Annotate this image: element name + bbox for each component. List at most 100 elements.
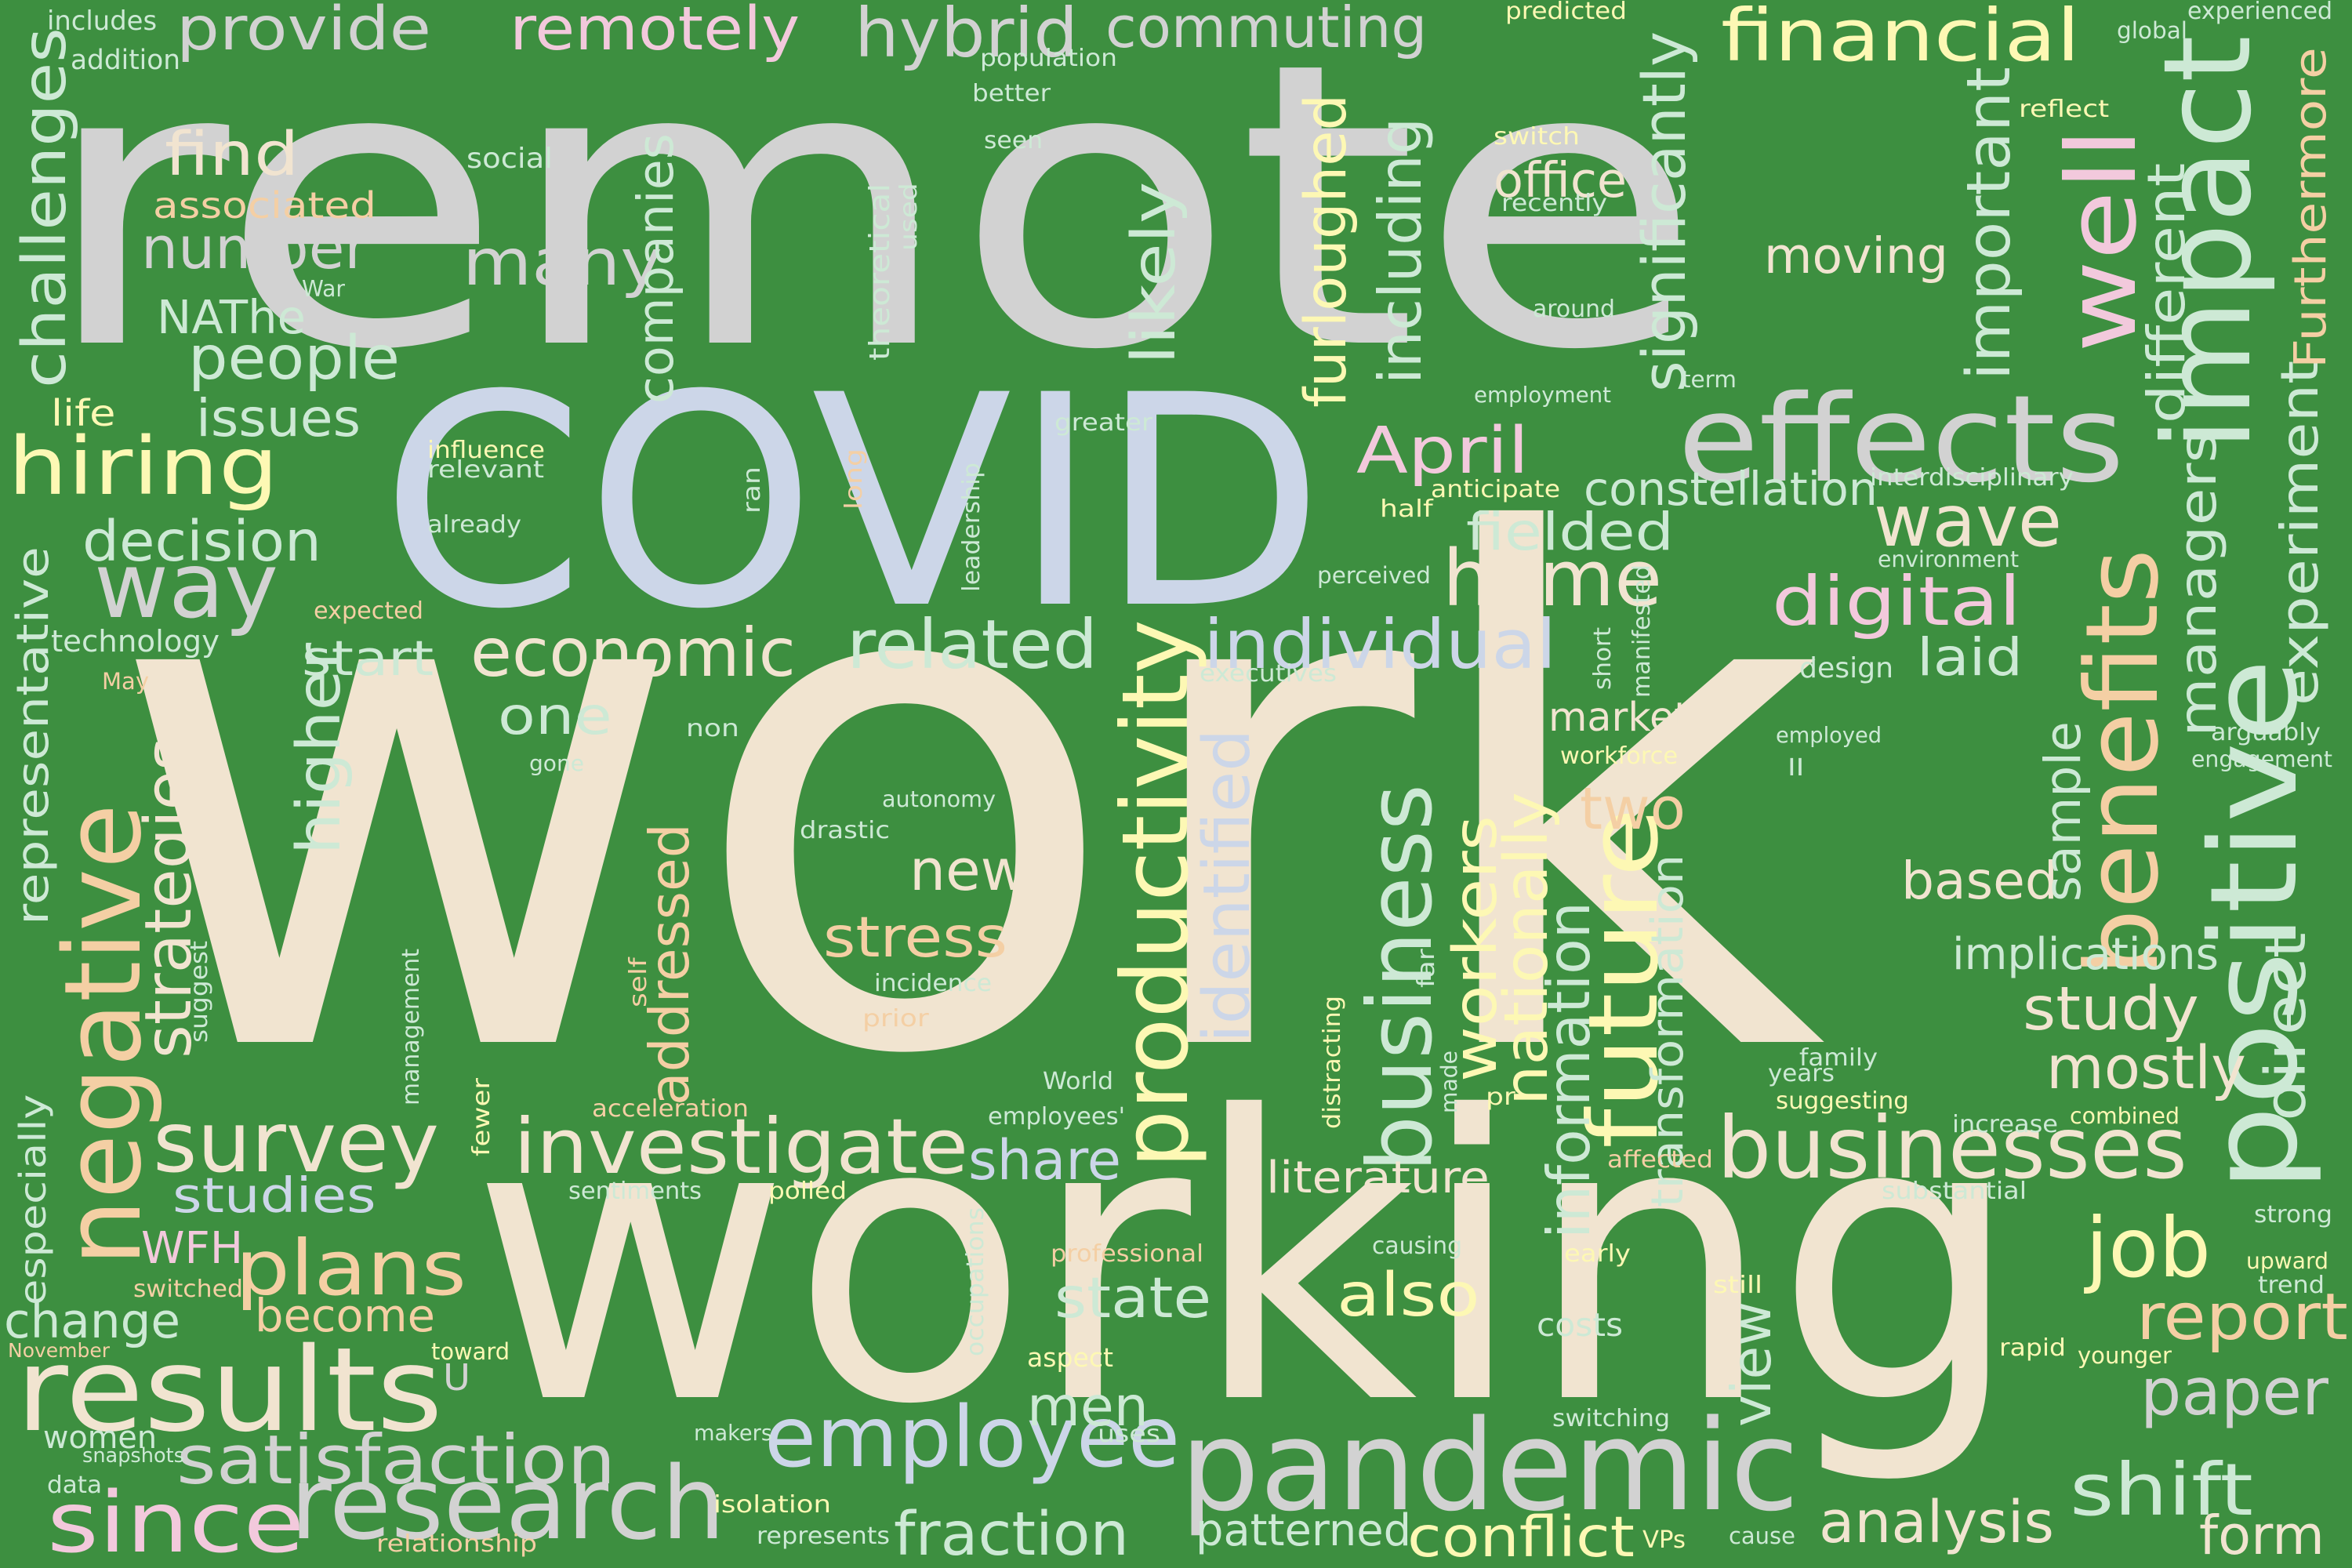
- word-information: information: [1535, 902, 1603, 1239]
- word-around: around: [1533, 296, 1616, 323]
- word-technology: technology: [51, 624, 220, 659]
- word-half: half: [1380, 495, 1433, 523]
- word-social: social: [466, 143, 553, 175]
- word-people: people: [188, 324, 400, 394]
- word-paper: paper: [2140, 1355, 2328, 1430]
- word-experiment: experiment: [2269, 360, 2330, 706]
- word-recently: recently: [1501, 190, 1608, 217]
- word-incidence: incidence: [874, 970, 993, 997]
- word-better: better: [972, 80, 1051, 107]
- word-significantly: significantly: [1629, 31, 1699, 393]
- word-includes: includes: [47, 5, 158, 36]
- word-employees: employees': [988, 1103, 1126, 1131]
- word-polled: polled: [768, 1178, 848, 1205]
- word-number: number: [141, 214, 368, 282]
- word-rapid: rapid: [1999, 1334, 2067, 1362]
- word-investigate: investigate: [514, 1102, 969, 1191]
- word-costs: costs: [1537, 1306, 1624, 1344]
- word-decision: decision: [82, 509, 321, 574]
- word-upward: upward: [2246, 1248, 2328, 1274]
- word-global: global: [2117, 17, 2187, 44]
- word-remote: remote: [39, 0, 1703, 435]
- word-u: U: [443, 1356, 471, 1399]
- word-aspect: aspect: [1027, 1342, 1114, 1373]
- word-report: report: [2136, 1280, 2348, 1355]
- word-leadership: leadership: [958, 463, 985, 592]
- word-individual: individual: [1203, 606, 1557, 684]
- word-snapshots: snapshots: [82, 1444, 184, 1468]
- word-many: many: [463, 226, 662, 300]
- word-financial: financial: [1721, 0, 2081, 78]
- word-market: market: [1548, 694, 1690, 740]
- word-managers: managers: [2167, 430, 2228, 737]
- word-management: management: [397, 948, 425, 1105]
- word-data: data: [47, 1472, 103, 1499]
- word-suggest: suggest: [186, 940, 213, 1043]
- word-isolation: isolation: [713, 1491, 832, 1519]
- word-workforce: workforce: [1560, 742, 1679, 770]
- word-stress: stress: [823, 905, 1007, 970]
- word-combined: combined: [2070, 1103, 2180, 1129]
- word-related: related: [847, 606, 1098, 684]
- word-associated: associated: [153, 184, 377, 227]
- word-businesses: businesses: [1717, 1098, 2187, 1198]
- word-war: War: [302, 276, 345, 302]
- word-representative: representative: [8, 546, 59, 925]
- word-mostly: mostly: [2046, 1033, 2246, 1102]
- word-start: start: [302, 631, 434, 687]
- word-pr: pr: [1486, 1083, 1515, 1111]
- word-world: World: [1043, 1068, 1114, 1095]
- word-pandemic: pandemic: [1180, 1392, 1799, 1539]
- word-home: home: [1443, 534, 1663, 624]
- word-younger: younger: [2078, 1342, 2172, 1369]
- word-early: early: [1564, 1240, 1631, 1268]
- word-employment: employment: [1474, 382, 1612, 408]
- word-men: men: [1027, 1375, 1149, 1439]
- word-already: already: [427, 511, 521, 539]
- word-gone: gone: [529, 750, 585, 776]
- word-seen: seen: [984, 127, 1044, 154]
- word-relevant: relevant: [427, 456, 545, 484]
- word-executives: executives: [1200, 660, 1337, 688]
- word-higher: higher: [285, 642, 354, 855]
- word-long: long: [840, 448, 868, 510]
- word-sentiments: sentiments: [568, 1178, 702, 1205]
- word-survey: survey: [153, 1094, 440, 1192]
- word-represents: represents: [757, 1523, 890, 1550]
- word-state: state: [1054, 1265, 1212, 1330]
- word-study: study: [2023, 975, 2199, 1044]
- word-substantial: substantial: [1882, 1178, 2027, 1205]
- word-years: years: [1768, 1060, 1835, 1087]
- word-short: short: [1589, 626, 1617, 690]
- word-effects: effects: [1678, 370, 2125, 510]
- word-ran: ran: [739, 466, 766, 514]
- word-acceleration: acceleration: [592, 1095, 749, 1123]
- word-switch: switch: [1494, 123, 1580, 151]
- word-challenges: challenges: [10, 27, 80, 389]
- word-analysis: analysis: [1819, 1489, 2054, 1556]
- word-non: non: [686, 715, 739, 742]
- word-implications: implications: [1952, 929, 2219, 980]
- word-far: far: [1413, 949, 1440, 988]
- word-productivity: productivity: [1102, 619, 1209, 1168]
- word-made: made: [1436, 1051, 1462, 1113]
- word-covid: COVID: [380, 332, 1325, 673]
- word-employed: employed: [1776, 724, 1882, 748]
- word-toward: toward: [431, 1338, 510, 1365]
- word-professional: professional: [1051, 1240, 1204, 1268]
- word-april: April: [1356, 414, 1530, 488]
- word-environment: environment: [1878, 546, 2020, 572]
- word-hybrid: hybrid: [855, 0, 1079, 73]
- word-moving: moving: [1764, 227, 1948, 285]
- word-influence: influence: [427, 437, 545, 464]
- word-also: also: [1337, 1261, 1480, 1330]
- word-remotely: remotely: [510, 0, 800, 64]
- word-hiring: hiring: [8, 420, 279, 514]
- word-perceived: perceived: [1317, 562, 1432, 589]
- word-literature: literature: [1266, 1152, 1490, 1203]
- word-uses: uses: [1098, 1421, 1160, 1448]
- word-trend: trend: [2258, 1272, 2325, 1299]
- word-based: based: [1901, 850, 2058, 911]
- word-different: different: [2136, 162, 2197, 423]
